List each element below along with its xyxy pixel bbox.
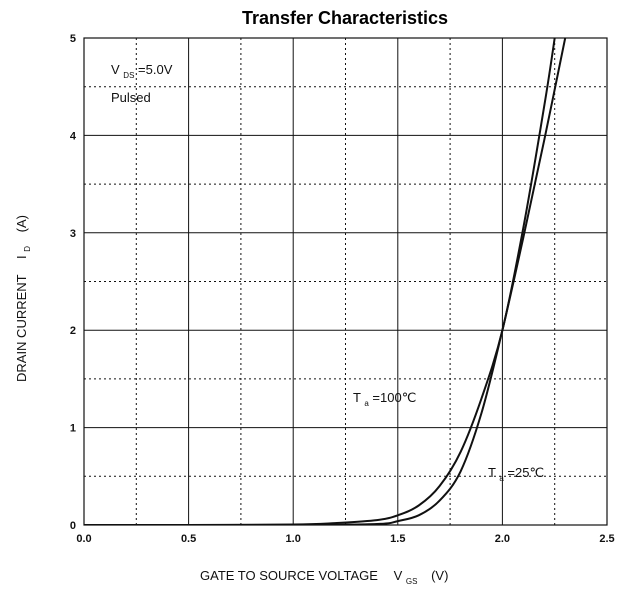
y-axis-unit: (A): [14, 215, 29, 232]
x-axis-symbol: V: [394, 568, 403, 583]
x-axis-unit: (V): [431, 568, 448, 583]
series-label-ta-100-symbol: T: [353, 390, 361, 405]
series-label-ta-25-value: =25℃: [507, 465, 544, 480]
x-tick-label: 0.0: [76, 533, 91, 545]
series-label-ta-100-value: =100℃: [372, 390, 416, 405]
x-tick-label: 1.0: [286, 533, 301, 545]
x-axis-label: GATE TO SOURCE VOLTAGE V GS (V): [200, 568, 448, 587]
x-axis-label-main: GATE TO SOURCE VOLTAGE: [200, 568, 378, 583]
condition-vds-value: =5.0V: [138, 62, 173, 77]
series-label-ta-25: T a =25℃: [488, 465, 544, 484]
x-tick-label: 0.5: [181, 533, 196, 545]
series-label-ta-100: T a =100℃: [353, 390, 416, 409]
y-axis-symbol-sub: D: [23, 246, 32, 252]
condition-vds-sub: DS: [123, 71, 134, 80]
y-axis-symbol: I: [14, 255, 29, 259]
chart-title: Transfer Characteristics: [242, 8, 448, 28]
x-axis-symbol-sub: GS: [406, 577, 418, 586]
grid: [84, 38, 607, 525]
y-tick-label: 2: [70, 325, 76, 337]
y-tick-label: 1: [70, 423, 76, 435]
condition-vds: V DS =5.0V: [111, 62, 173, 81]
y-tick-label: 5: [70, 33, 76, 45]
y-tick-label: 3: [70, 228, 76, 240]
y-tick-label: 0: [70, 520, 76, 532]
x-tick-label: 2.5: [599, 533, 614, 545]
series-label-ta-25-sub: a: [499, 474, 504, 483]
condition-mode: Pulsed: [111, 90, 151, 105]
plot-frame: [83, 37, 608, 526]
series-label-ta-100-sub: a: [364, 399, 369, 408]
condition-vds-symbol: V: [111, 62, 120, 77]
x-tick-labels: 0.0 0.5 1.0 1.5 2.0 2.5: [76, 533, 614, 545]
y-axis-label-main: DRAIN CURRENT: [14, 274, 29, 382]
series-label-ta-25-symbol: T: [488, 465, 496, 480]
y-axis-label: DRAIN CURRENT I D (A): [14, 215, 33, 382]
y-tick-label: 4: [70, 130, 77, 142]
y-tick-labels: 0 1 2 3 4 5: [70, 33, 77, 532]
x-tick-label: 2.0: [495, 533, 510, 545]
x-tick-label: 1.5: [390, 533, 405, 545]
